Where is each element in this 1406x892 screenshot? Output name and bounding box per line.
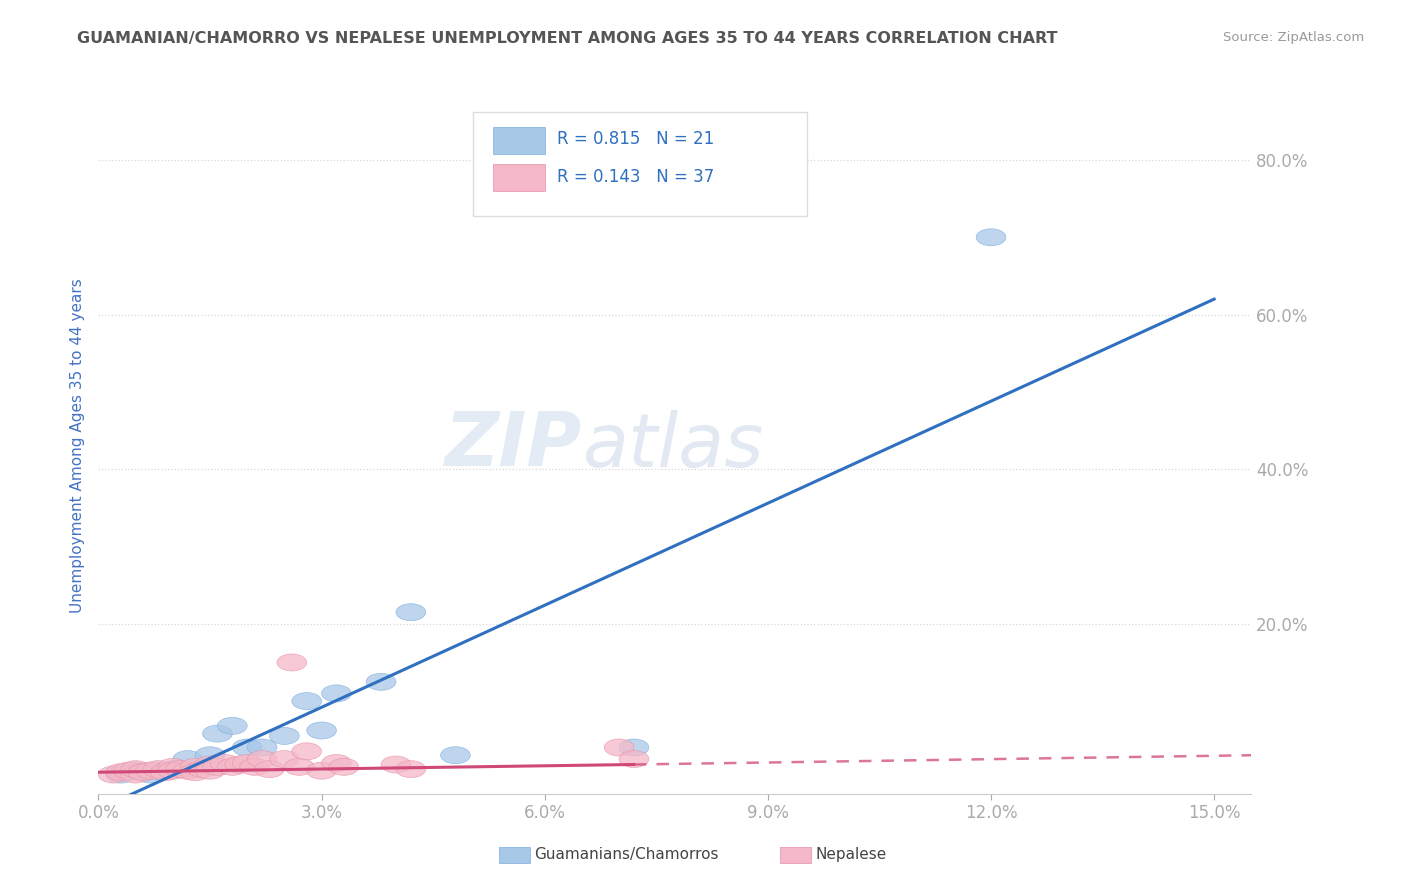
Ellipse shape bbox=[232, 739, 262, 756]
Ellipse shape bbox=[187, 761, 218, 778]
Text: Guamanians/Chamorros: Guamanians/Chamorros bbox=[534, 847, 718, 862]
Ellipse shape bbox=[202, 725, 232, 742]
Ellipse shape bbox=[135, 762, 166, 780]
Ellipse shape bbox=[270, 750, 299, 768]
Ellipse shape bbox=[218, 758, 247, 775]
Ellipse shape bbox=[195, 762, 225, 780]
Ellipse shape bbox=[225, 756, 254, 773]
Text: R = 0.815   N = 21: R = 0.815 N = 21 bbox=[557, 130, 714, 148]
Ellipse shape bbox=[619, 739, 648, 756]
Ellipse shape bbox=[98, 766, 128, 783]
Ellipse shape bbox=[195, 756, 225, 773]
Ellipse shape bbox=[254, 761, 284, 778]
Ellipse shape bbox=[292, 743, 322, 760]
Ellipse shape bbox=[440, 747, 471, 764]
Ellipse shape bbox=[247, 750, 277, 768]
Text: atlas: atlas bbox=[582, 410, 763, 482]
Ellipse shape bbox=[180, 764, 209, 780]
Text: GUAMANIAN/CHAMORRO VS NEPALESE UNEMPLOYMENT AMONG AGES 35 TO 44 YEARS CORRELATIO: GUAMANIAN/CHAMORRO VS NEPALESE UNEMPLOYM… bbox=[77, 31, 1057, 46]
Ellipse shape bbox=[157, 762, 187, 780]
Ellipse shape bbox=[322, 685, 352, 702]
Ellipse shape bbox=[307, 762, 336, 780]
Ellipse shape bbox=[307, 722, 336, 739]
Ellipse shape bbox=[128, 764, 157, 780]
Ellipse shape bbox=[284, 758, 314, 775]
Ellipse shape bbox=[209, 755, 240, 772]
Ellipse shape bbox=[105, 764, 135, 780]
Ellipse shape bbox=[157, 761, 187, 778]
Ellipse shape bbox=[143, 761, 173, 778]
Ellipse shape bbox=[396, 604, 426, 621]
FancyBboxPatch shape bbox=[472, 112, 807, 217]
Ellipse shape bbox=[105, 766, 135, 783]
Ellipse shape bbox=[195, 747, 225, 764]
Ellipse shape bbox=[329, 758, 359, 775]
Ellipse shape bbox=[173, 750, 202, 768]
Text: R = 0.143   N = 37: R = 0.143 N = 37 bbox=[557, 168, 714, 186]
Text: Source: ZipAtlas.com: Source: ZipAtlas.com bbox=[1223, 31, 1364, 45]
Ellipse shape bbox=[166, 761, 195, 778]
Ellipse shape bbox=[240, 758, 270, 775]
Ellipse shape bbox=[150, 764, 180, 780]
Ellipse shape bbox=[114, 762, 143, 780]
FancyBboxPatch shape bbox=[492, 128, 544, 153]
Text: ZIP: ZIP bbox=[446, 409, 582, 483]
Ellipse shape bbox=[180, 758, 209, 775]
Y-axis label: Unemployment Among Ages 35 to 44 years: Unemployment Among Ages 35 to 44 years bbox=[69, 278, 84, 614]
Ellipse shape bbox=[218, 717, 247, 734]
Ellipse shape bbox=[270, 727, 299, 745]
Ellipse shape bbox=[128, 764, 157, 780]
Ellipse shape bbox=[173, 762, 202, 780]
Ellipse shape bbox=[121, 761, 150, 778]
Ellipse shape bbox=[121, 762, 150, 780]
Ellipse shape bbox=[202, 758, 232, 775]
Ellipse shape bbox=[381, 756, 411, 773]
Ellipse shape bbox=[121, 766, 150, 783]
Ellipse shape bbox=[135, 766, 166, 783]
Ellipse shape bbox=[247, 739, 277, 756]
Ellipse shape bbox=[232, 755, 262, 772]
Ellipse shape bbox=[619, 750, 648, 768]
Ellipse shape bbox=[277, 654, 307, 671]
Ellipse shape bbox=[292, 692, 322, 710]
Ellipse shape bbox=[396, 761, 426, 778]
Ellipse shape bbox=[157, 758, 187, 775]
FancyBboxPatch shape bbox=[492, 164, 544, 191]
Ellipse shape bbox=[143, 762, 173, 780]
Ellipse shape bbox=[605, 739, 634, 756]
Text: Nepalese: Nepalese bbox=[815, 847, 887, 862]
Ellipse shape bbox=[976, 228, 1005, 246]
Ellipse shape bbox=[366, 673, 396, 690]
Ellipse shape bbox=[322, 755, 352, 772]
